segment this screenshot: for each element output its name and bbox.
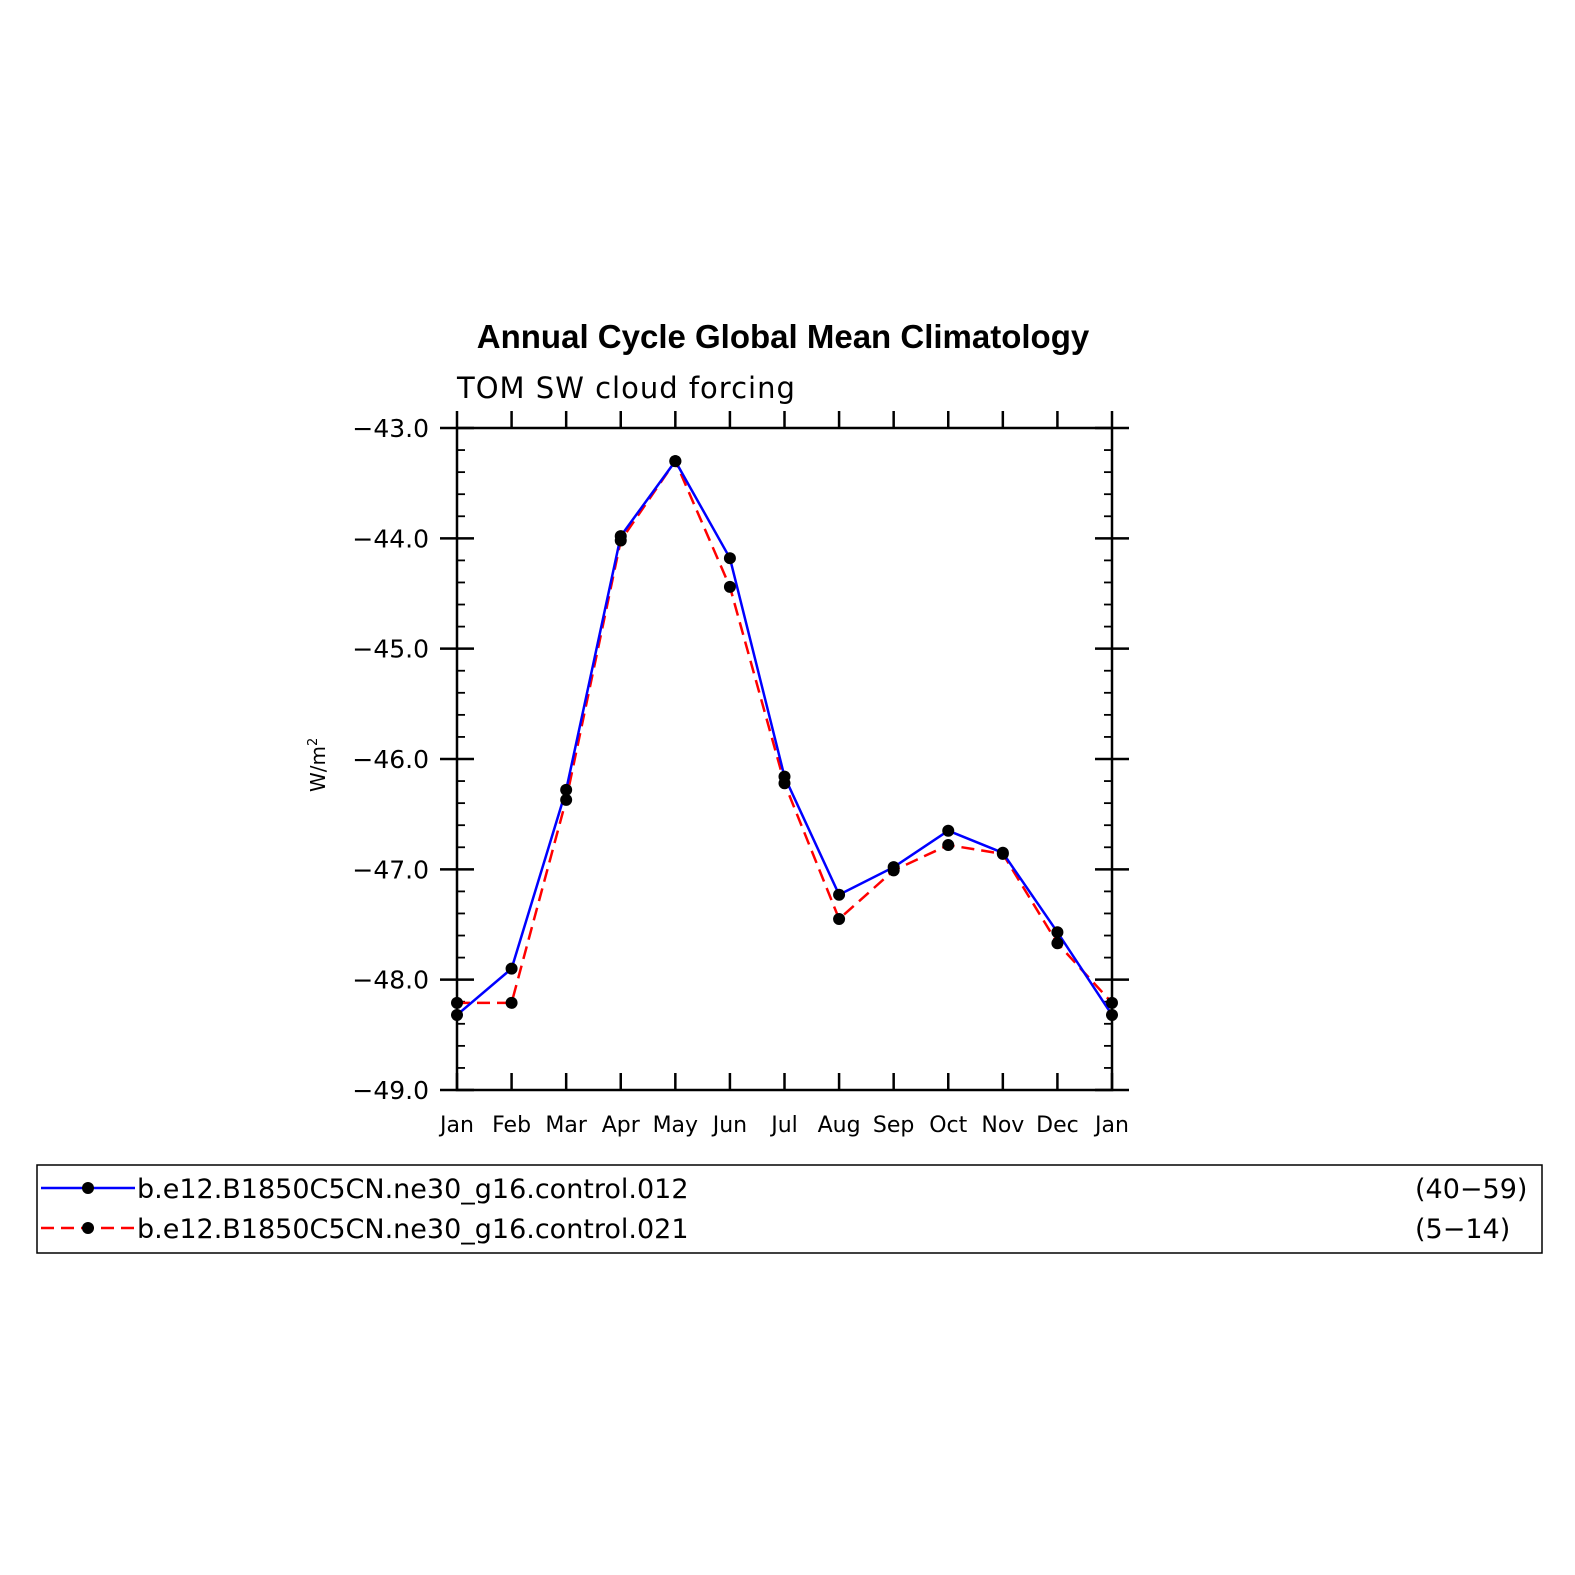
x-tick-label: Dec	[1036, 1113, 1079, 1138]
y-axis-label: W/m2	[306, 738, 330, 792]
y-tick-label: −44.0	[352, 524, 429, 553]
legend-label: b.e12.B1850C5CN.ne30_g16.control.021	[137, 1214, 689, 1245]
x-tick-label: Jan	[1093, 1113, 1129, 1138]
series-points	[451, 455, 1118, 1021]
data-point	[505, 996, 518, 1009]
x-tick-label: Jun	[711, 1113, 747, 1138]
data-point	[942, 839, 955, 852]
x-tick-label: Jul	[769, 1113, 798, 1138]
x-tick-label: May	[653, 1113, 698, 1138]
data-point	[1051, 926, 1064, 939]
data-point	[505, 962, 518, 975]
chart-subtitle: TOM SW cloud forcing	[456, 371, 796, 405]
chart-title: Annual Cycle Global Mean Climatology	[477, 318, 1090, 355]
data-point	[723, 580, 736, 593]
x-tick-label: Nov	[981, 1113, 1024, 1138]
y-tick-label: −46.0	[352, 745, 429, 774]
x-tick-label: Mar	[545, 1113, 587, 1138]
data-point	[833, 888, 846, 901]
y-tick-label: −43.0	[352, 414, 429, 443]
series-lines	[456, 458, 1114, 1016]
data-point	[560, 783, 573, 796]
data-point	[778, 777, 791, 790]
data-point	[723, 552, 736, 565]
y-ticks: −43.0 −44.0 −45.0 −46.0 −47.0 −48.0 −49.0	[352, 414, 1129, 1105]
data-point	[1051, 937, 1064, 950]
y-tick-label: −48.0	[352, 966, 429, 995]
legend: b.e12.B1850C5CN.ne30_g16.control.012 (40−…	[36, 1164, 1543, 1254]
data-point	[833, 912, 846, 925]
y-tick-label: −47.0	[352, 855, 429, 884]
x-tick-label: Oct	[929, 1113, 967, 1138]
legend-marker	[82, 1222, 94, 1234]
x-tick-label: Apr	[602, 1113, 641, 1138]
y-tick-label: −45.0	[352, 635, 429, 664]
y-tick-label: −49.0	[352, 1076, 429, 1105]
x-tick-label: Aug	[818, 1113, 861, 1138]
data-point	[996, 847, 1009, 860]
data-point	[669, 455, 682, 468]
legend-label: b.e12.B1850C5CN.ne30_g16.control.012	[137, 1174, 689, 1205]
series-line	[456, 458, 1114, 1016]
series-line	[457, 458, 1113, 1005]
legend-years: (40−59)	[1415, 1174, 1527, 1205]
data-point	[614, 534, 627, 547]
plot-frame	[455, 426, 1114, 1092]
x-tick-label: Jan	[438, 1113, 474, 1138]
data-point	[942, 824, 955, 837]
legend-box	[36, 1164, 1543, 1254]
legend-years: (5−14)	[1415, 1214, 1510, 1245]
data-point	[560, 793, 573, 806]
x-tick-label: Sep	[873, 1113, 914, 1138]
x-ticks: Jan Feb Mar Apr May Jun Jul Aug Sep Oct Nov Dec Jan	[438, 411, 1129, 1138]
legend-marker	[82, 1182, 94, 1194]
legend-entries: b.e12.B1850C5CN.ne30_g16.control.012 (40−…	[41, 1174, 1527, 1245]
data-point	[887, 864, 900, 877]
x-tick-label: Feb	[492, 1113, 531, 1138]
